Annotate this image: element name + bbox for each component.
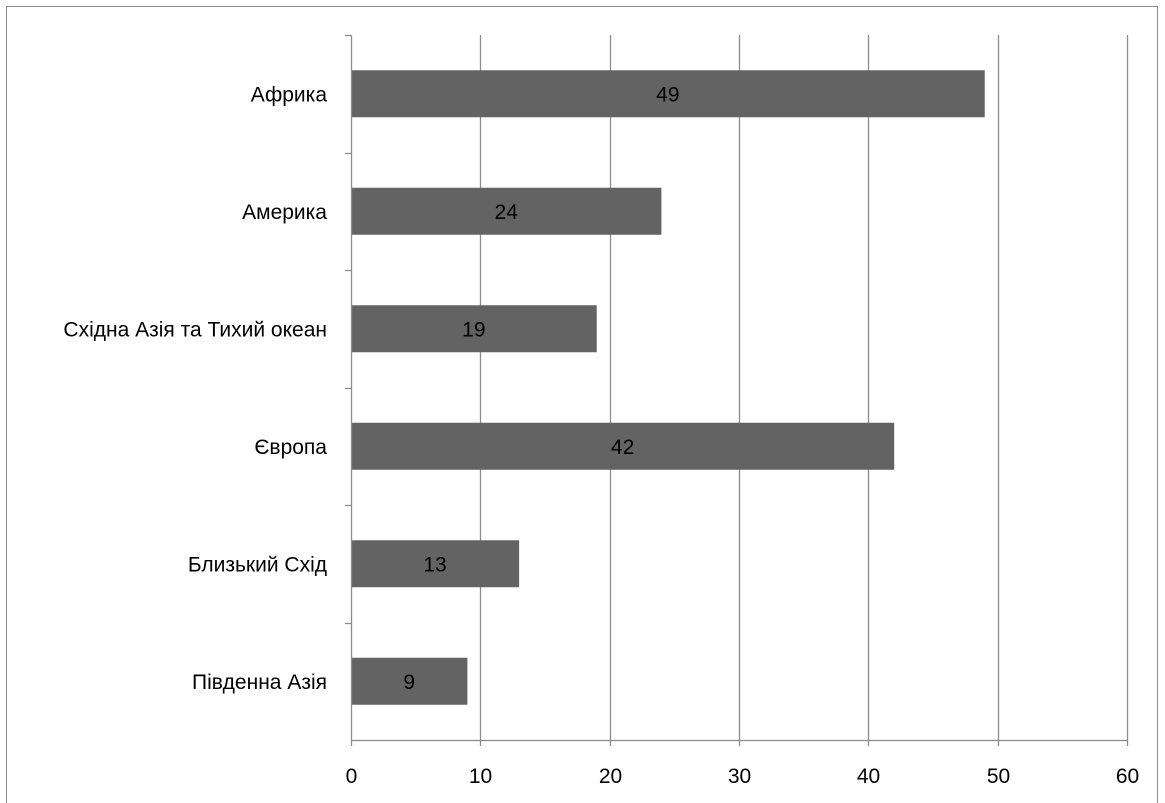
axes (345, 34, 1129, 746)
bar-1 (352, 187, 662, 235)
x-tick-label: 50 (987, 765, 1010, 788)
bar-0 (352, 70, 985, 118)
bars (352, 70, 985, 705)
bar-3 (352, 422, 895, 470)
data-label: 19 (462, 318, 485, 341)
category-label: Східна Азія та Тихий океан (63, 318, 327, 341)
bar-2 (352, 305, 597, 353)
category-label: Америка (242, 201, 327, 224)
data-label: 13 (423, 553, 446, 576)
x-tick-label: 30 (728, 765, 751, 788)
bar-4 (352, 540, 520, 588)
x-tick-label: 10 (469, 765, 492, 788)
data-label: 24 (495, 201, 519, 224)
x-tick-label: 40 (857, 765, 880, 788)
category-label: Близький Схід (188, 553, 327, 576)
data-label: 9 (403, 671, 415, 694)
category-label: Європа (254, 436, 327, 459)
data-label: 42 (611, 436, 634, 459)
category-label: Південна Азія (192, 671, 327, 694)
x-tick-label: 20 (599, 765, 622, 788)
category-label: Африка (251, 83, 328, 106)
chart-frame (6, 6, 1158, 803)
labels: 0 10 20 30 40 50 60 49 Африка 24 Америка 19 Східна А… (63, 83, 1139, 788)
data-label: 49 (656, 83, 679, 106)
x-tick-label: 0 (346, 765, 358, 788)
bar-5 (352, 657, 468, 705)
x-tick-label: 60 (1116, 765, 1139, 788)
gridlines (479, 35, 1129, 740)
